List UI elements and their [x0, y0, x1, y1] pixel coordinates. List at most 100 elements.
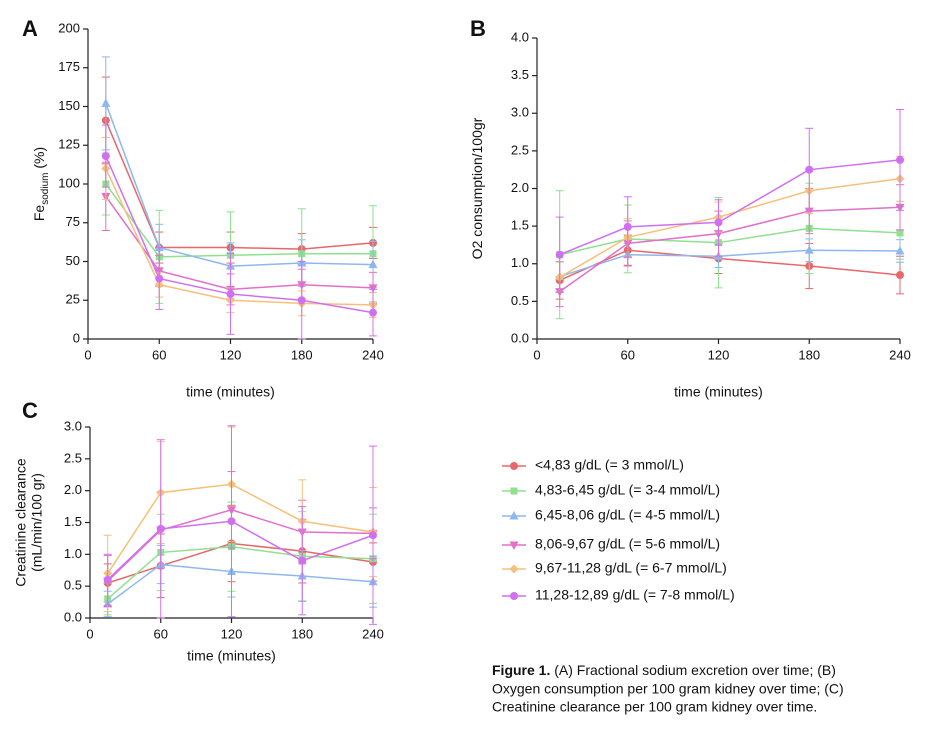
y-tick-label: 75 [66, 214, 80, 229]
x-axis-label: time (minutes) [187, 648, 276, 664]
data-point [895, 245, 905, 255]
data-point [297, 296, 306, 305]
series-line [107, 520, 374, 581]
y-axis-label: (mL/min/100 gr) [29, 473, 45, 572]
legend-marker [510, 487, 518, 495]
series-line [107, 483, 374, 574]
data-point [714, 218, 723, 227]
data-point [368, 259, 378, 269]
legend-label: 8,06-9,67 g/dL (= 5-6 mmol/L) [535, 536, 720, 552]
x-tick-label: 240 [362, 347, 384, 362]
x-tick-label: 60 [621, 347, 635, 362]
panel-label: A [22, 16, 38, 41]
y-axis-label: O2 consumption/100gr [469, 117, 485, 259]
y-tick-label: 2.0 [511, 180, 529, 195]
legend-label: 11,28-12,89 g/dL (= 7-8 mmol/L) [535, 587, 735, 603]
x-tick-label: 180 [291, 347, 313, 362]
data-point [804, 245, 814, 254]
panel-label: C [22, 398, 38, 423]
legend-label: 6,45-8,06 g/dL (= 4-5 mmol/L) [535, 507, 720, 523]
y-tick-label: 0.5 [511, 293, 529, 308]
legend-marker [509, 564, 519, 574]
y-tick-label: 1.5 [511, 218, 529, 233]
x-axis-label: time (minutes) [186, 384, 275, 400]
series-line [105, 120, 374, 250]
y-axis-label: Fesodium (%) [31, 147, 51, 221]
legend-label: 4,83-6,45 g/dL (= 3-4 mmol/L) [535, 482, 720, 498]
data-point [805, 165, 814, 174]
x-tick-label: 180 [291, 626, 313, 641]
y-tick-label: 125 [58, 137, 80, 152]
x-tick-label: 120 [220, 347, 242, 362]
y-tick-label: 0.5 [64, 578, 82, 593]
data-point [156, 524, 165, 533]
y-axis-label-part: Fe [31, 205, 47, 222]
y-tick-label: 1.0 [64, 546, 82, 561]
y-tick-label: 2.0 [64, 482, 82, 497]
data-point [103, 575, 112, 584]
y-tick-label: 3.0 [511, 105, 529, 120]
y-tick-label: 3.5 [511, 67, 529, 82]
x-tick-label: 120 [708, 347, 730, 362]
data-point [623, 222, 632, 231]
panel-label: B [470, 16, 486, 41]
x-tick-label: 0 [84, 347, 91, 362]
y-tick-label: 0.0 [64, 609, 82, 624]
y-tick-label: 150 [58, 98, 80, 113]
data-point [154, 242, 164, 252]
y-tick-label: 0 [73, 330, 80, 345]
data-point [896, 229, 904, 237]
y-tick-label: 50 [66, 253, 80, 268]
data-point [369, 531, 377, 540]
y-tick-label: 1.0 [511, 255, 529, 270]
data-point [896, 155, 904, 164]
data-point [298, 556, 307, 565]
x-axis-label: time (minutes) [674, 384, 763, 400]
caption-line: Creatinine clearance per 100 gram kidney… [492, 699, 817, 715]
data-point [227, 517, 236, 526]
x-tick-label: 180 [798, 347, 820, 362]
y-tick-label: 2.5 [511, 142, 529, 157]
legend-marker [510, 462, 518, 470]
y-tick-label: 175 [58, 59, 80, 74]
data-point [555, 250, 564, 259]
y-axis-label-part: (%) [31, 147, 47, 173]
series-line [559, 206, 901, 293]
y-axis-label: Creatinine clearance [13, 458, 29, 587]
legend-marker [510, 592, 518, 600]
x-tick-label: 240 [362, 626, 384, 641]
x-tick-label: 0 [86, 626, 93, 641]
y-tick-label: 3.0 [64, 418, 82, 433]
caption-line: Oxygen consumption per 100 gram kidney o… [492, 681, 844, 697]
y-tick-label: 2.5 [64, 450, 82, 465]
legend-marker [509, 541, 519, 550]
data-point [369, 308, 377, 317]
x-tick-label: 60 [152, 347, 166, 362]
data-point [101, 152, 110, 161]
y-tick-label: 4.0 [511, 29, 529, 44]
x-tick-label: 240 [889, 347, 911, 362]
y-axis-label-part: sodium [40, 173, 51, 205]
x-tick-label: 120 [221, 626, 243, 641]
caption-text: (A) Fractional sodium excretion over tim… [550, 662, 836, 678]
data-point [368, 284, 378, 293]
series-line [105, 168, 374, 306]
y-axis-label-part: O2 consumption/100gr [469, 117, 485, 259]
series-line [559, 177, 901, 278]
legend-marker [509, 511, 519, 520]
caption-line: Figure 1. (A) Fractional sodium excretio… [492, 662, 836, 678]
y-tick-label: 100 [58, 175, 80, 190]
legend-label: 9,67-11,28 g/dL (= 6-7 mmol/L) [535, 560, 727, 576]
x-tick-label: 0 [533, 347, 540, 362]
y-tick-label: 0.0 [511, 330, 529, 345]
data-point [226, 290, 235, 299]
series-line [559, 249, 901, 278]
x-tick-label: 60 [154, 626, 168, 641]
y-tick-label: 25 [66, 292, 80, 307]
y-tick-label: 1.5 [64, 514, 82, 529]
caption-bold: Figure 1. [492, 662, 550, 678]
data-point [155, 274, 164, 283]
legend-label: <4,83 g/dL (= 3 mmol/L) [535, 457, 684, 473]
data-point [896, 271, 904, 280]
